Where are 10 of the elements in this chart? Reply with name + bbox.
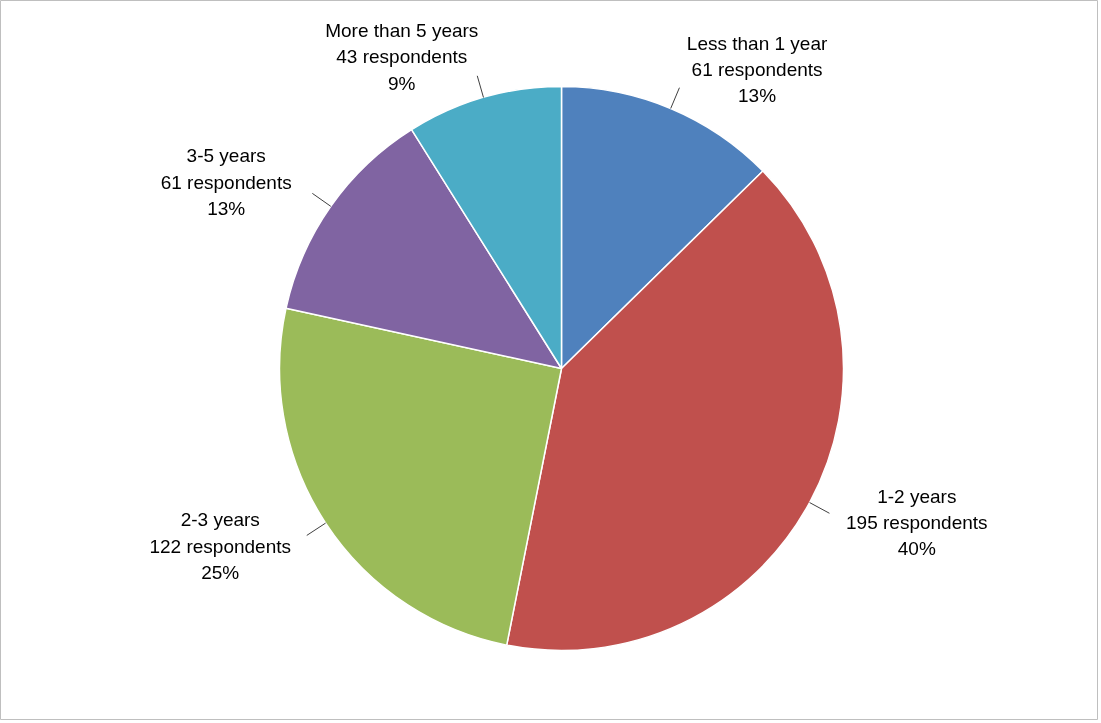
data-label: 195 respondents 40%: [846, 512, 988, 560]
data-label: 61 respondents 13%: [160, 171, 292, 219]
data-label: 43 respondents 9%: [336, 46, 468, 94]
data-label: 122 respondents 25%: [149, 535, 292, 583]
slice-label: 2-3 years: [180, 509, 260, 531]
slice-label: 3-5 years: [186, 145, 266, 167]
data-label: 61 respondents 13%: [691, 59, 823, 107]
slice-label: Less than 1 year: [686, 32, 828, 54]
slice-label: More than 5 years: [325, 20, 479, 42]
slice-label: 1-2 years: [877, 485, 957, 507]
